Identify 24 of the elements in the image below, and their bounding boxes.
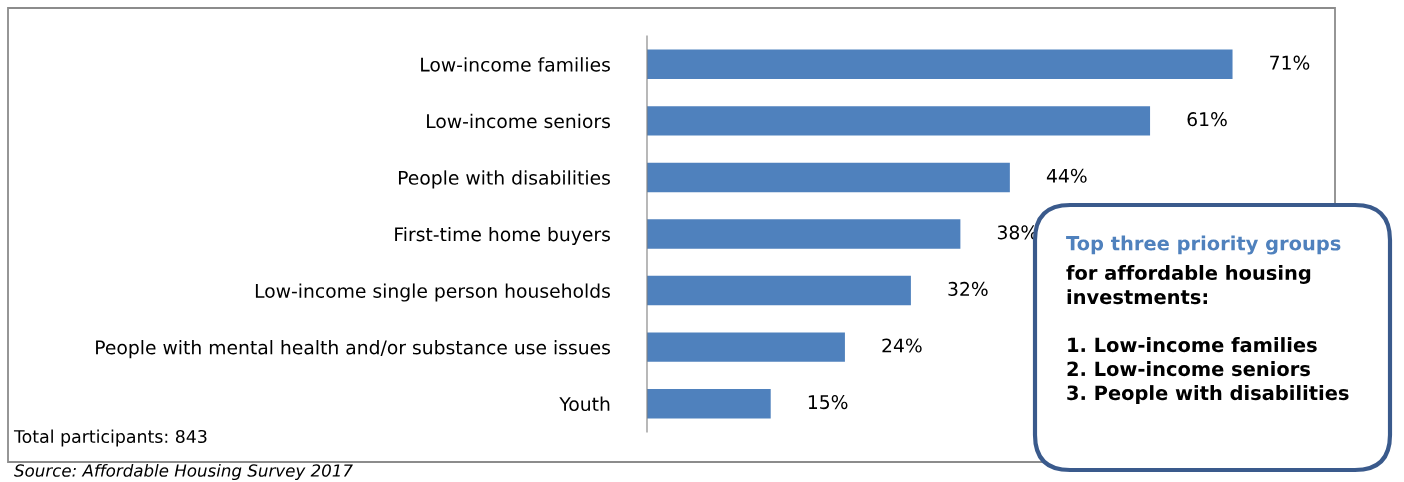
data-label: 61% (1187, 112, 1227, 127)
annotation: Top three priority groups (1066, 235, 1341, 255)
data-label: 71% (1270, 55, 1310, 70)
y-tick-label: Youth (559, 396, 610, 412)
source-note: Source: Affordable Housing Survey 2017 (14, 463, 353, 481)
y-tick-label: People with mental health and/or substance use issues (96, 340, 610, 359)
bar (647, 162, 1010, 193)
y-tick-label: Low-income seniors (427, 113, 610, 129)
bar (647, 106, 1151, 136)
data-label: 24% (882, 338, 922, 353)
bar (647, 219, 961, 249)
bar (647, 332, 845, 362)
data-label: 32% (948, 281, 988, 297)
text: for affordable housing investments: 1. Low-income families 2. Low-income seniors 3. People with disabilities (1066, 265, 1349, 404)
data-label: 44% (1046, 168, 1087, 183)
y-tick-label: First-time home buyers (395, 226, 610, 246)
text: Total participants: 843 (13, 429, 207, 447)
y-tick-label: People with disabilities (398, 170, 610, 189)
y-tick-label: Low-income families (421, 57, 610, 72)
bar (647, 275, 911, 306)
y-tick-label: Low-income single person households (255, 283, 610, 302)
data-label: 15% (808, 394, 848, 410)
bar (647, 389, 771, 419)
bar (647, 49, 1233, 79)
